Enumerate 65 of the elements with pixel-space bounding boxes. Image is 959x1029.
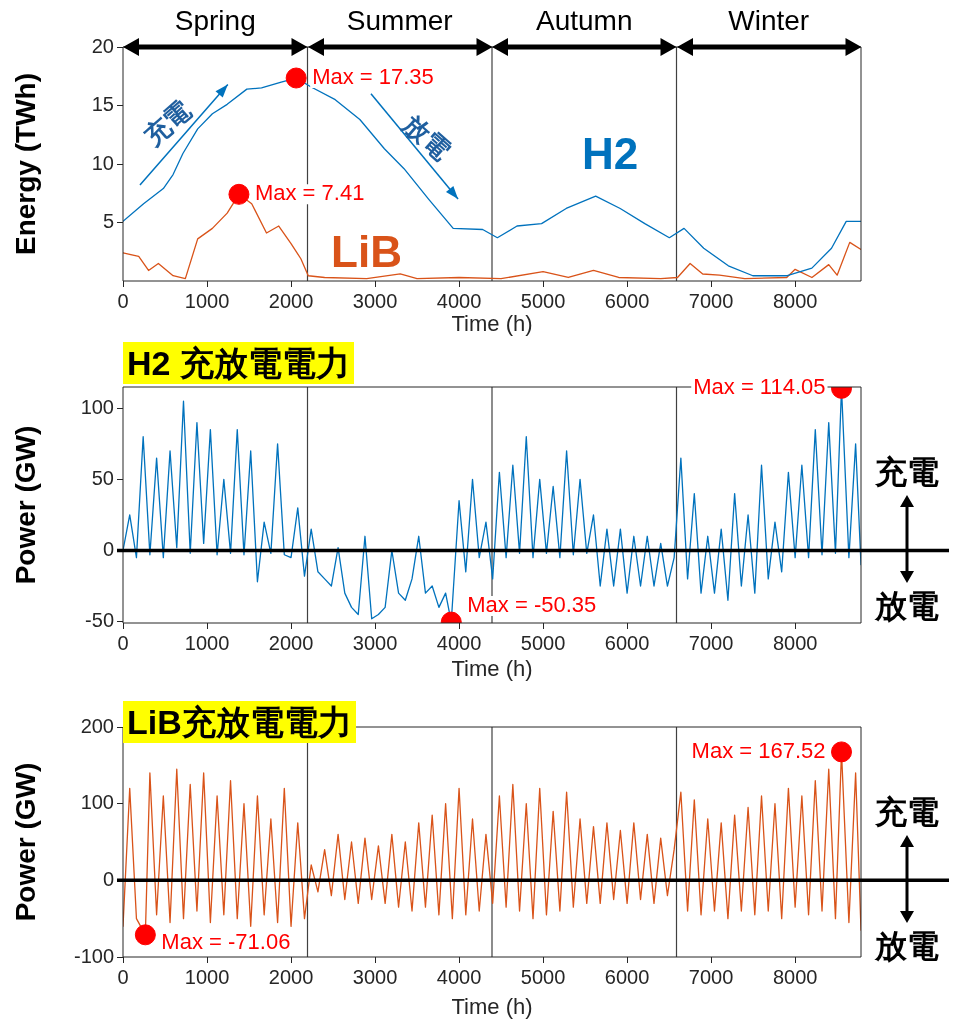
annotation: Max = -71.06 [161,928,291,954]
y-tick-label: 20 [91,34,114,57]
x-tick-label: 2000 [268,289,314,312]
x-tick-label: 0 [117,631,129,654]
y-tick-label: 100 [80,791,114,814]
annotation: Max = -50.35 [467,592,597,618]
annotation: Max = 114.05 [693,374,826,400]
text: Spring [173,5,257,37]
text: 放電 [875,587,939,625]
text: Winter [727,5,811,37]
y-tick-label: 100 [80,395,114,418]
x-tick-label: 8000 [772,631,818,654]
x-tick-label: 5000 [520,631,566,654]
text: Summer [345,5,454,37]
text: 充電 [875,453,939,491]
x-tick-label: 6000 [604,631,650,654]
x-tick-label: 2000 [268,965,314,988]
x-tick-label: 8000 [772,289,818,312]
annotation: Max = 17.35 [312,64,434,90]
y-tick-label: 5 [102,210,114,233]
y-axis-title: Power (GW) [9,762,41,922]
annotation: 放電 [396,107,457,166]
x-axis-title: Time (h) [451,310,533,336]
x-tick-label: 4000 [436,631,482,654]
x-tick-label: 6000 [604,289,650,312]
x-tick-label: 4000 [436,965,482,988]
text: Autumn [535,5,634,37]
y-tick-label: 50 [91,466,114,489]
y-axis-title: Power (GW) [9,425,41,585]
x-tick-label: 0 [117,289,129,312]
x-tick-label: 1000 [184,965,230,988]
x-tick-label: 4000 [436,289,482,312]
annotation: 充電 [137,94,197,152]
y-tick-label: 15 [91,93,114,116]
y-tick-label: 10 [91,151,114,174]
text: 充電 [875,793,939,831]
x-tick-label: 5000 [520,965,566,988]
x-tick-label: 7000 [688,631,734,654]
x-tick-label: 1000 [184,631,230,654]
x-tick-label: 2000 [268,631,314,654]
y-tick-label: 200 [80,714,114,737]
y-tick-label: -50 [85,609,114,632]
y-axis-title: Energy (TWh) [9,73,41,255]
y-tick-label: -100 [73,944,114,967]
series-label: LiB [331,227,402,277]
text: 放電 [875,927,939,965]
y-tick-label: 0 [102,867,114,890]
x-tick-label: 8000 [772,965,818,988]
x-tick-label: 3000 [352,631,398,654]
x-axis-title: Time (h) [451,655,533,681]
x-tick-label: 5000 [520,289,566,312]
x-tick-label: 1000 [184,289,230,312]
y-tick-label: 0 [102,538,114,561]
chart-title: H2 充放電電力 [123,342,354,384]
x-tick-label: 6000 [604,965,650,988]
series-label: H2 [581,129,639,179]
x-tick-label: 7000 [688,965,734,988]
annotation: Max = 167.52 [691,737,826,763]
x-axis-title: Time (h) [451,993,533,1019]
x-tick-label: 3000 [352,965,398,988]
chart-title: LiB充放電電力 [123,701,356,743]
x-tick-label: 3000 [352,289,398,312]
x-tick-label: 0 [117,965,129,988]
x-tick-label: 7000 [688,289,734,312]
annotation: Max = 7.41 [254,180,365,206]
